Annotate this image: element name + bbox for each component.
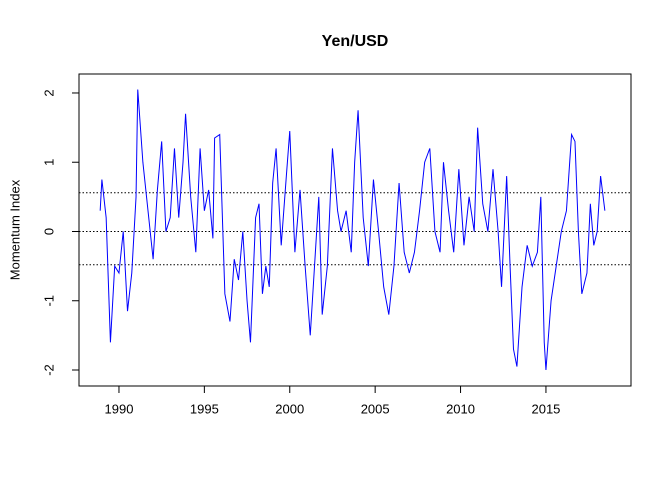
x-tick-label: 2010: [446, 401, 475, 416]
x-tick-label: 1990: [105, 401, 134, 416]
y-axis-label: Momentum Index: [7, 179, 22, 280]
data-line: [99, 89, 606, 371]
y-tick-label: 1: [41, 159, 56, 166]
x-tick-label: 1995: [190, 401, 219, 416]
plot-frame: [78, 73, 632, 387]
x-tick-label: 2000: [275, 401, 304, 416]
y-tick-label: 0: [41, 228, 56, 235]
y-tick-label: -1: [41, 295, 56, 307]
y-tick-label: -2: [41, 364, 56, 376]
chart-title: Yen/USD: [322, 33, 389, 50]
x-tick-label: 2015: [531, 401, 560, 416]
y-tick-label: 2: [41, 89, 56, 96]
x-tick-label: 2005: [361, 401, 390, 416]
